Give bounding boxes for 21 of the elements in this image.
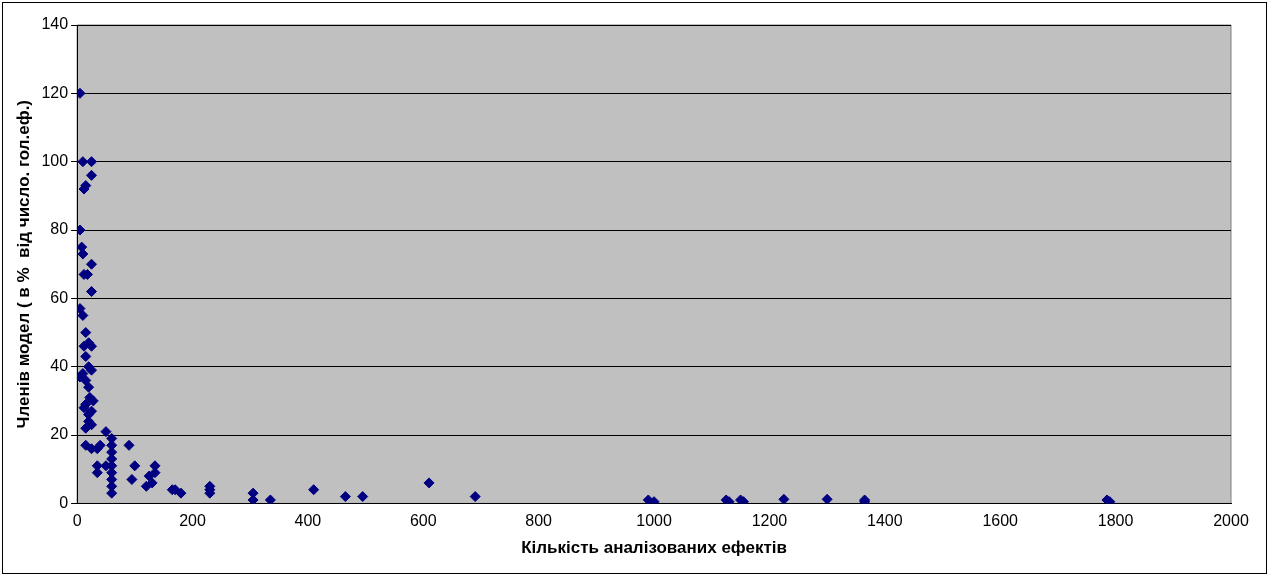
x-tick-label: 400 bbox=[294, 512, 322, 530]
x-tick-label: 200 bbox=[179, 512, 206, 530]
x-axis-title: Кількість аналізованих ефектів bbox=[521, 538, 787, 558]
x-tick-label: 600 bbox=[409, 512, 437, 530]
y-tick-label: 80 bbox=[50, 220, 69, 238]
x-tick-label: 800 bbox=[525, 512, 553, 530]
y-tick-label: 140 bbox=[41, 15, 69, 33]
y-tick-label: 60 bbox=[50, 288, 69, 306]
y-tick-label: 40 bbox=[50, 357, 69, 375]
y-tick-label: 100 bbox=[41, 152, 69, 170]
x-tick-label: 0 bbox=[72, 512, 82, 530]
y-tick-label: 120 bbox=[41, 83, 69, 101]
y-tick-label: 20 bbox=[50, 425, 69, 443]
x-tick-label: 1800 bbox=[1097, 512, 1134, 530]
y-axis-title: Членів модел ( в % від число. гол.еф.) bbox=[13, 99, 33, 429]
x-tick-label: 2000 bbox=[1213, 512, 1249, 530]
y-tick-label: 0 bbox=[59, 493, 69, 511]
x-tick-label: 1200 bbox=[751, 512, 788, 530]
x-tick-label: 1600 bbox=[982, 512, 1019, 530]
x-tick-label: 1000 bbox=[636, 512, 672, 530]
x-tick-label: 1400 bbox=[867, 512, 903, 530]
